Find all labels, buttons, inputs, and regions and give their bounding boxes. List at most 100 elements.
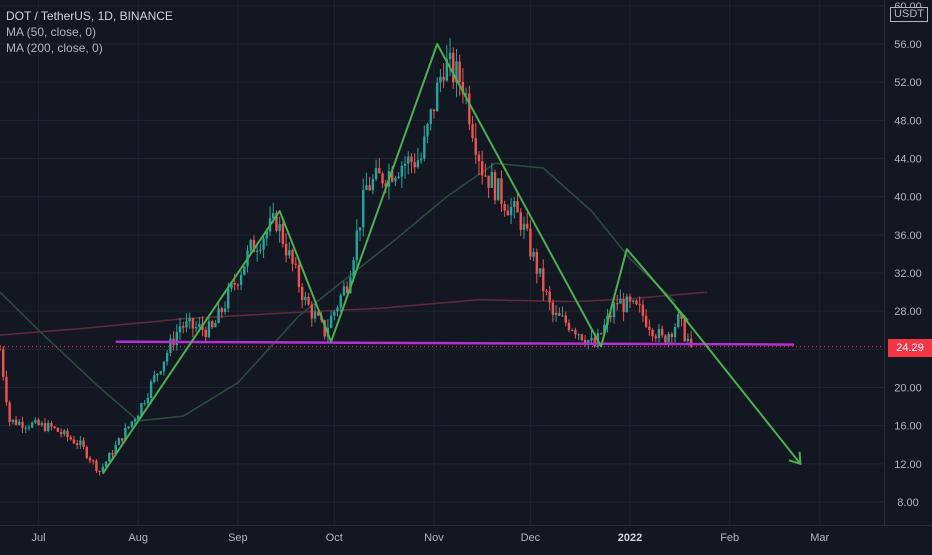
candle-body — [114, 444, 117, 455]
candle-body — [21, 421, 24, 428]
candle-body — [284, 243, 288, 256]
candle-body — [108, 453, 111, 462]
candle-body — [165, 352, 169, 362]
candle-body — [333, 311, 336, 316]
time-tick-label: 2022 — [618, 532, 642, 544]
candle-body — [182, 326, 185, 328]
candle-body — [567, 322, 571, 331]
candle-body — [458, 61, 461, 82]
candle-body — [153, 375, 156, 382]
drawings[interactable] — [0, 43, 884, 474]
candle-body — [435, 82, 439, 112]
price-tick-label: 48.00 — [894, 115, 922, 127]
candle-body — [207, 321, 211, 338]
candle-body — [548, 291, 551, 303]
price-tick-label: 36.00 — [894, 230, 922, 242]
candle-body — [85, 446, 88, 458]
time-tick-label: Feb — [720, 532, 739, 544]
time-tick-label: Dec — [521, 532, 541, 544]
candle-body — [291, 250, 294, 264]
time-tick-label: Mar — [810, 532, 829, 544]
candle-body — [651, 329, 654, 337]
candle-body — [75, 443, 79, 446]
candle-body — [503, 203, 506, 211]
candle-body — [185, 321, 188, 328]
candle-body — [390, 171, 394, 182]
candle-body — [532, 252, 535, 257]
candle-body — [30, 422, 34, 428]
candle-body — [381, 173, 384, 184]
candle-body — [355, 230, 359, 261]
candle-body — [429, 109, 432, 125]
candle-body — [79, 440, 82, 446]
candle-body — [535, 252, 539, 274]
candle-body — [365, 185, 368, 191]
candle-body — [227, 288, 230, 309]
candle-body — [542, 268, 545, 292]
candle-body — [281, 224, 285, 244]
candle-body — [66, 430, 69, 438]
candle-body — [680, 313, 683, 319]
candle-body — [59, 431, 63, 435]
candle-body — [336, 307, 339, 312]
price-tick-label: 16.00 — [894, 421, 922, 433]
candle-body — [516, 201, 519, 213]
candle-body — [558, 312, 561, 316]
candle-body — [561, 315, 564, 317]
candle-body — [358, 227, 362, 231]
candle-body — [525, 223, 529, 229]
candle-body — [632, 300, 635, 302]
candle-body — [159, 371, 162, 374]
time-axis[interactable]: Jul Aug Sep Oct Nov Dec 2022 Feb Mar — [0, 525, 932, 545]
candle-body — [194, 326, 198, 329]
candle-body — [8, 402, 11, 422]
candle-body — [233, 283, 236, 285]
candle-body — [88, 457, 92, 461]
candle-body — [442, 76, 445, 81]
candle-body — [198, 323, 201, 327]
candle-body — [603, 324, 606, 334]
candle-body — [484, 175, 487, 177]
candle-body — [27, 427, 31, 429]
candle-body — [339, 295, 342, 308]
candle-body — [368, 185, 371, 191]
candle-body — [506, 210, 510, 216]
candle-body — [452, 52, 455, 83]
candle-body — [397, 176, 400, 178]
candle-body — [220, 308, 224, 313]
candle-body — [249, 239, 252, 251]
candle-body — [120, 438, 124, 441]
ma50-line — [0, 162, 676, 422]
candle-body — [130, 421, 133, 427]
candle-body — [455, 61, 458, 83]
candle-body — [297, 264, 301, 287]
price-tick-label: 56.00 — [894, 39, 922, 51]
candle-body — [323, 320, 326, 337]
price-axis[interactable]: 8.0012.0016.0020.0024.0028.0032.0036.004… — [884, 0, 922, 525]
candle-body — [635, 300, 638, 305]
candle-body — [654, 336, 657, 339]
candle-body — [474, 138, 477, 155]
candle-body — [371, 179, 375, 191]
candle-body — [178, 326, 182, 333]
ma50-legend[interactable]: MA (50, close, 0) — [6, 25, 97, 39]
symbol-title[interactable]: DOT / TetherUS, 1D, BINANCE — [6, 9, 173, 23]
candle-body — [660, 328, 664, 336]
currency-unit-label[interactable]: USDT — [890, 7, 928, 22]
ma200-legend[interactable]: MA (200, close, 0) — [6, 41, 103, 55]
candle-body — [56, 427, 60, 432]
candle-body — [461, 81, 465, 94]
candle-body — [98, 470, 101, 472]
price-tick-label: 52.00 — [894, 77, 922, 89]
candle-body — [625, 296, 629, 313]
candle-body — [313, 312, 317, 319]
ma200-line — [0, 291, 708, 336]
candle-body — [40, 423, 43, 426]
candle-body — [272, 213, 275, 219]
candle-body — [5, 376, 8, 403]
candle-body — [307, 296, 310, 305]
candle-body — [477, 154, 481, 162]
candle-body — [72, 439, 76, 444]
